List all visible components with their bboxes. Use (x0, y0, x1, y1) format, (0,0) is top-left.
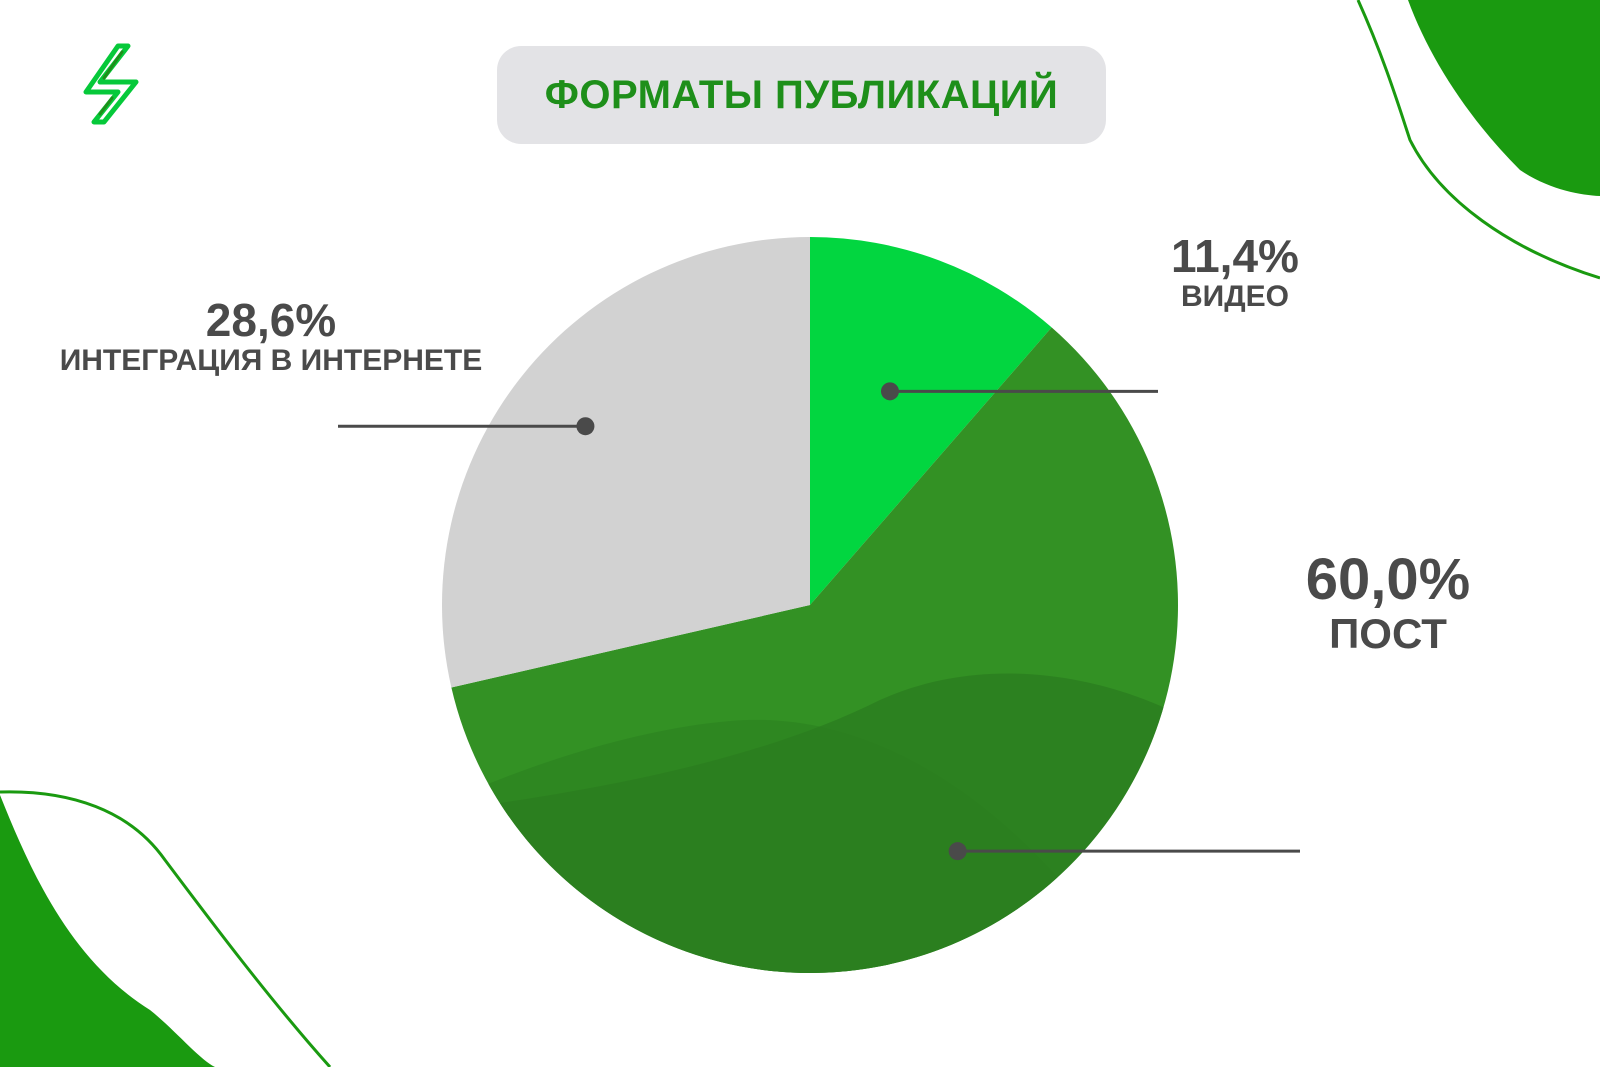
label-video: 11,4% ВИДЕО (1155, 230, 1315, 314)
leader-lines (338, 382, 1300, 861)
post-label: ПОСТ (1329, 609, 1447, 657)
integration-percent: 28,6% (205, 294, 337, 346)
label-integration: 28,6% ИНТЕГРАЦИЯ В ИНТЕРНЕТЕ (46, 294, 496, 378)
video-label: ВИДЕО (1181, 280, 1289, 314)
post-percent: 60,0% (1305, 547, 1471, 612)
leader-dot-post (948, 842, 967, 861)
integration-label: ИНТЕГРАЦИЯ В ИНТЕРНЕТЕ (59, 344, 483, 378)
video-percent: 11,4% (1171, 230, 1299, 282)
top-right-outline (1356, 0, 1600, 280)
label-post: 60,0% ПОСТ (1288, 547, 1488, 657)
title-box: ФОРМАТЫ ПУБЛИКАЦИЙ (497, 46, 1106, 144)
bottom-left-outline (0, 790, 332, 1067)
leader-dot-video (880, 382, 899, 401)
slice-video (810, 237, 1052, 605)
top-right-blob (1408, 0, 1600, 196)
lightning-bolt-icon (83, 43, 139, 125)
page-title: ФОРМАТЫ ПУБЛИКАЦИЙ (544, 72, 1059, 117)
bottom-left-blob (0, 795, 215, 1067)
slice-integration (442, 237, 810, 688)
leader-dot-integration (576, 417, 595, 436)
